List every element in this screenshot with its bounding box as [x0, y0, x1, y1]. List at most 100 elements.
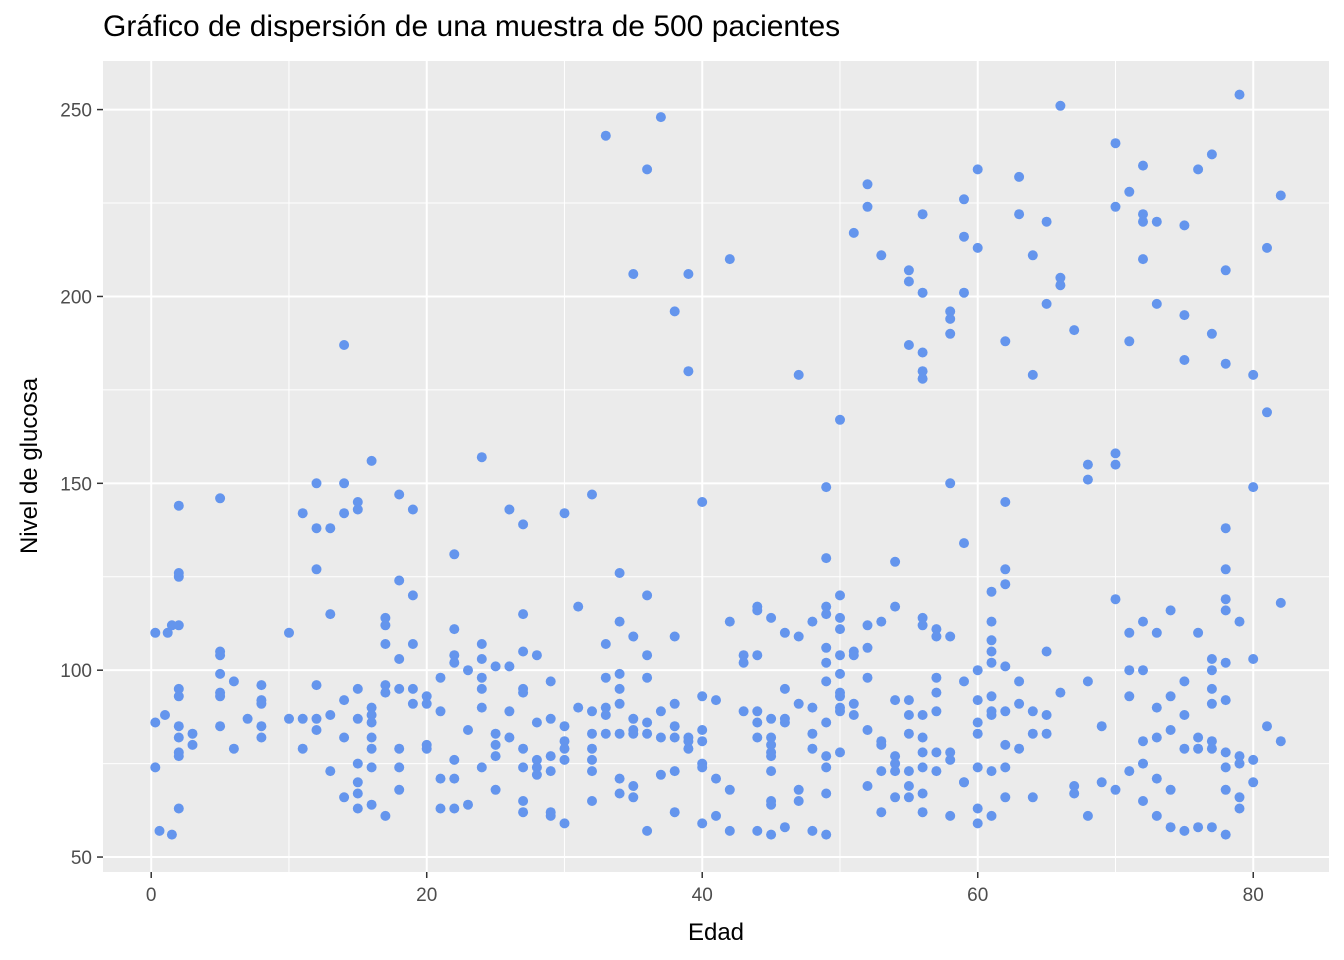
data-point [1248, 654, 1259, 664]
chart-title: Gráfico de dispersión de una muestra de … [103, 10, 841, 43]
data-point [614, 773, 625, 784]
data-points [150, 89, 1286, 840]
data-point [972, 818, 983, 829]
data-point [394, 762, 405, 773]
data-point [835, 747, 845, 758]
data-point [821, 553, 832, 564]
data-point [1014, 676, 1025, 687]
data-point [1069, 788, 1080, 799]
data-point [1193, 822, 1204, 833]
data-point [655, 732, 666, 743]
data-point [821, 482, 832, 493]
data-point [1220, 829, 1231, 840]
data-point [697, 818, 708, 829]
data-point [531, 650, 542, 661]
data-point [1206, 822, 1217, 833]
grid-minor [103, 61, 1329, 872]
data-point [986, 657, 997, 668]
data-point [1138, 616, 1148, 627]
data-point [366, 710, 377, 720]
data-point [1275, 736, 1286, 747]
data-point [366, 799, 377, 810]
data-point [600, 702, 611, 713]
data-point [821, 829, 832, 840]
data-point [215, 691, 226, 702]
data-point [669, 306, 680, 317]
data-point [683, 366, 694, 377]
data-point [807, 743, 818, 754]
data-point [1014, 171, 1025, 182]
data-point [628, 713, 639, 724]
data-point [1014, 209, 1025, 220]
data-point [614, 568, 625, 578]
data-point [1220, 784, 1231, 795]
data-point [917, 347, 928, 358]
data-point [490, 661, 501, 672]
data-point [352, 788, 363, 799]
data-point [972, 717, 983, 728]
data-point [766, 766, 777, 777]
data-point [766, 612, 777, 623]
data-point [655, 112, 666, 123]
data-point [215, 650, 226, 661]
data-point [150, 762, 161, 773]
data-point [779, 627, 790, 638]
data-point [380, 680, 391, 691]
data-point [518, 796, 529, 806]
data-point [173, 721, 184, 732]
data-point [628, 631, 639, 642]
data-point [1124, 627, 1135, 638]
data-point [1027, 728, 1038, 739]
data-point [1000, 564, 1011, 575]
data-point [945, 313, 956, 324]
data-point [1124, 186, 1135, 197]
data-point [587, 489, 597, 500]
data-point [917, 366, 928, 377]
data-point [531, 754, 542, 765]
data-point [1220, 762, 1231, 773]
data-point [848, 227, 859, 238]
data-point [917, 807, 928, 818]
data-point [697, 691, 708, 702]
data-point [972, 762, 983, 773]
data-point [628, 792, 639, 803]
data-point [256, 698, 267, 709]
data-point [1193, 732, 1204, 743]
data-point [1055, 272, 1066, 283]
data-point [917, 762, 928, 773]
data-point [1193, 164, 1204, 175]
data-point [587, 754, 597, 765]
data-point [545, 751, 556, 762]
data-point [490, 751, 501, 762]
data-point [1262, 242, 1272, 253]
data-point [642, 717, 653, 728]
data-point [518, 609, 529, 620]
data-point [173, 691, 184, 702]
data-point [476, 654, 487, 664]
data-point [1151, 810, 1162, 821]
data-point [697, 725, 708, 735]
data-point [504, 706, 515, 717]
data-point [587, 743, 597, 754]
data-point [154, 825, 165, 836]
data-point [1041, 646, 1052, 657]
data-point [160, 710, 170, 720]
data-point [945, 754, 956, 765]
data-point [407, 639, 418, 649]
data-point [724, 784, 735, 795]
data-point [1082, 459, 1093, 470]
data-point [1206, 328, 1217, 339]
data-point [339, 340, 350, 350]
data-point [821, 601, 832, 612]
data-point [986, 646, 997, 657]
x-tick-label: 60 [967, 885, 988, 906]
data-point [614, 788, 625, 799]
data-point [766, 829, 777, 840]
data-point [407, 590, 418, 601]
data-point [297, 743, 308, 754]
data-point [1206, 654, 1217, 664]
data-point [476, 639, 487, 649]
data-point [669, 698, 680, 709]
data-point [1110, 784, 1121, 795]
data-point [1248, 482, 1259, 493]
